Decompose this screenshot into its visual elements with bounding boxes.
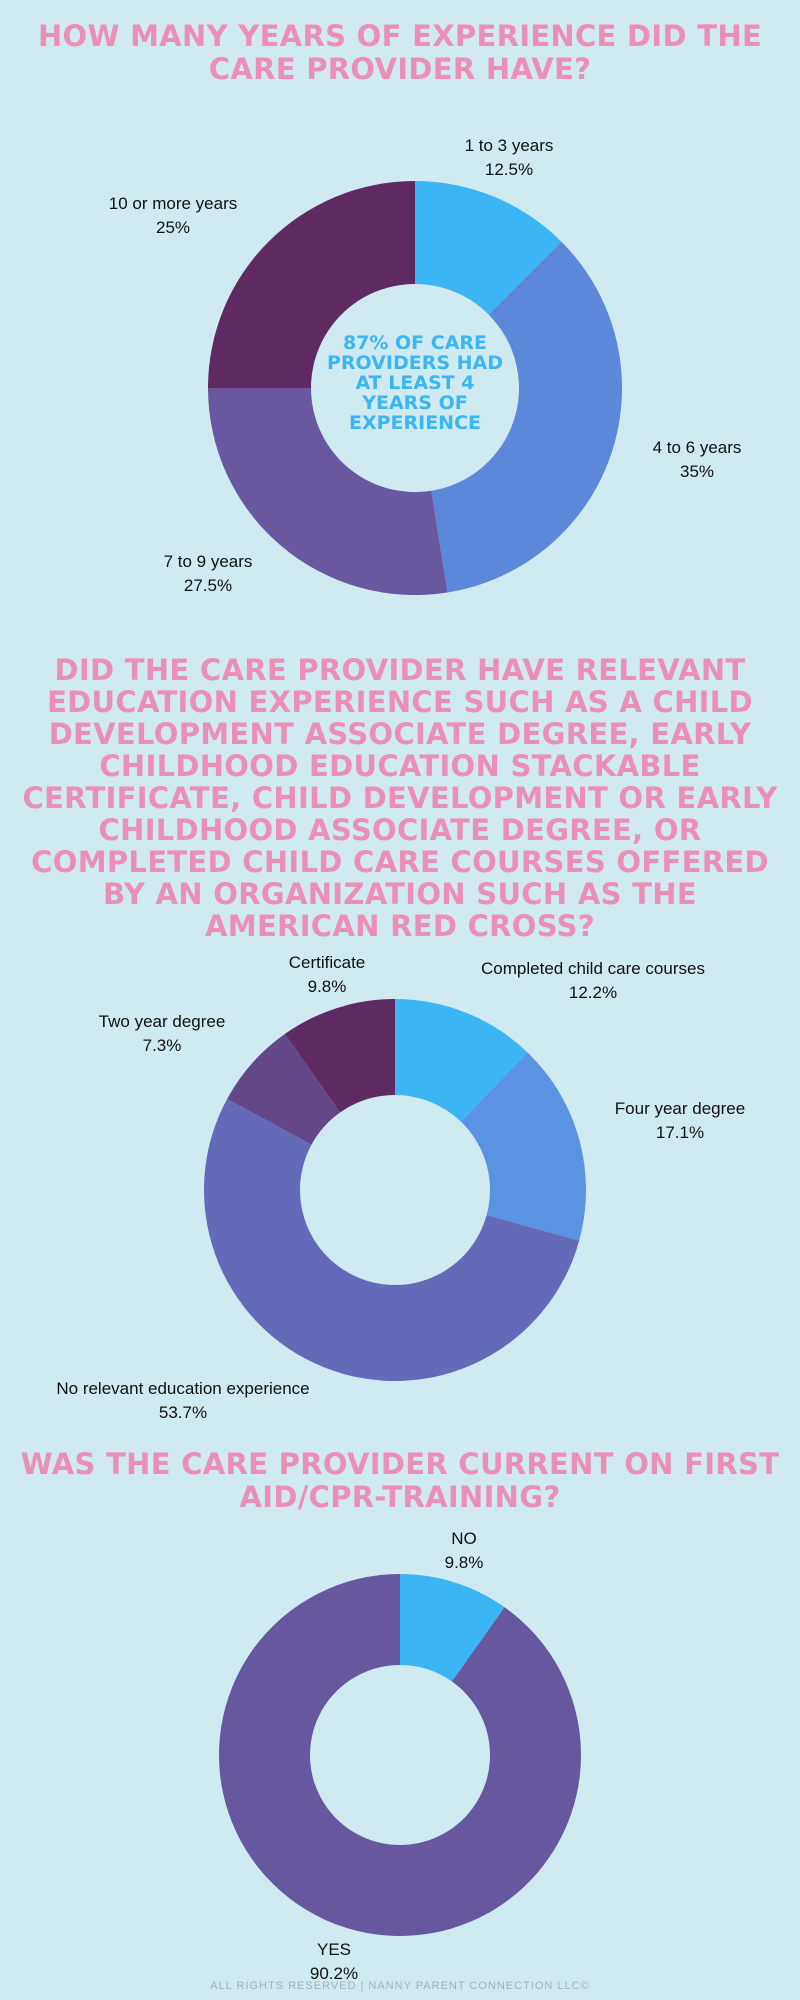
chart2-slice-two-year-degree: [227, 1034, 341, 1145]
chart1-value-label: 35%: [680, 462, 714, 481]
chart3-slice-yes: [219, 1574, 582, 1936]
chart3-title: WAS THE CARE PROVIDER CURRENT ON FIRST A…: [20, 1447, 780, 1514]
chart1-label: 7 to 9 years: [164, 552, 253, 571]
chart2-label: Completed child care courses: [481, 959, 705, 978]
chart3-value-label: 9.8%: [445, 1553, 484, 1572]
chart1-value-label: 12.5%: [485, 160, 533, 179]
chart1-label: 4 to 6 years: [653, 438, 742, 457]
chart1-center-text: 87% OF CARE PROVIDERS HAD AT LEAST 4 YEA…: [326, 332, 504, 434]
footer-copyright: ALL RIGHTS RESERVED | NANNY PARENT CONNE…: [210, 1980, 590, 1992]
chart2-slice-certificate: [284, 999, 395, 1113]
chart3-value-label: 90.2%: [310, 1964, 358, 1983]
chart2-label: Certificate: [289, 953, 366, 972]
chart1-slice-1-to-3-years: [415, 181, 562, 315]
chart1-slice-7-to-9-years: [208, 388, 448, 595]
chart2-label: Two year degree: [99, 1012, 226, 1031]
chart3-donut: NO 9.8% YES 90.2%: [219, 1529, 582, 1983]
chart1-label: 1 to 3 years: [465, 136, 554, 155]
chart1-label: 10 or more years: [109, 194, 238, 213]
chart2-value-label: 17.1%: [656, 1123, 704, 1142]
chart1-title: HOW MANY YEARS OF EXPERIENCE DID THE CAR…: [37, 19, 763, 86]
chart2-slice-four-year-degree: [460, 1052, 586, 1241]
chart3-slice-no: [400, 1574, 505, 1682]
chart2-donut: Completed child care courses 12.2% Four ye…: [56, 953, 745, 1422]
chart1-donut: 1 to 3 years 12.5% 4 to 6 years 35% 7 to 9 y…: [109, 136, 742, 595]
chart2-label: No relevant education experience: [56, 1379, 309, 1398]
chart3-label: YES: [317, 1940, 351, 1959]
chart2-value-label: 7.3%: [143, 1036, 182, 1055]
chart2-value-label: 53.7%: [159, 1403, 207, 1422]
chart2-title: DID THE CARE PROVIDER HAVE RELEVANT EDUC…: [22, 653, 778, 943]
chart2-slice-completed-child-care-courses: [395, 999, 528, 1122]
chart3-label: NO: [451, 1529, 477, 1548]
chart2-slice-no-relevant-education-experience: [204, 1098, 580, 1381]
chart1-value-label: 27.5%: [184, 576, 232, 595]
chart1-slice-10-or-more-years: [208, 181, 415, 388]
chart2-label: Four year degree: [615, 1099, 745, 1118]
chart2-value-label: 9.8%: [308, 977, 347, 996]
chart2-value-label: 12.2%: [569, 983, 617, 1002]
chart1-slice-4-to-6-years: [431, 241, 622, 593]
chart1-value-label: 25%: [156, 218, 190, 237]
